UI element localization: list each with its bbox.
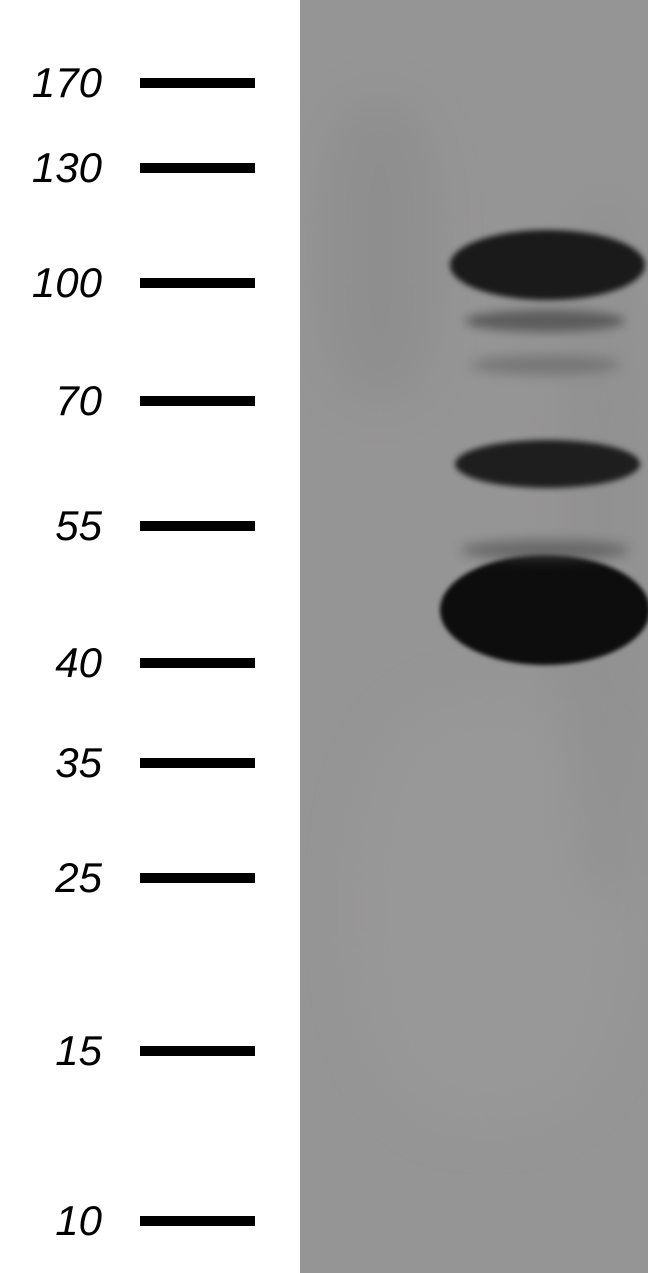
ladder-tick: [140, 758, 255, 768]
ladder-label: 25: [0, 854, 120, 902]
ladder-tick: [140, 278, 255, 288]
protein-band: [460, 540, 630, 560]
ladder-marker: 15: [0, 1027, 300, 1075]
ladder-marker: 40: [0, 639, 300, 687]
ladder-label: 130: [0, 144, 120, 192]
ladder-label: 15: [0, 1027, 120, 1075]
protein-band: [465, 310, 625, 332]
blot-membrane: [300, 0, 648, 1273]
membrane-shade: [320, 100, 440, 400]
ladder-label: 10: [0, 1197, 120, 1245]
ladder-marker: 55: [0, 502, 300, 550]
ladder-label: 40: [0, 639, 120, 687]
protein-band: [440, 555, 648, 665]
ladder-marker: 25: [0, 854, 300, 902]
ladder-tick: [140, 396, 255, 406]
ladder-marker: 70: [0, 377, 300, 425]
protein-band: [455, 440, 640, 488]
ladder-tick: [140, 873, 255, 883]
ladder-marker: 100: [0, 259, 300, 307]
ladder-label: 100: [0, 259, 120, 307]
ladder-marker: 130: [0, 144, 300, 192]
ladder-tick: [140, 521, 255, 531]
ladder-label: 70: [0, 377, 120, 425]
ladder-marker: 170: [0, 59, 300, 107]
ladder-label: 35: [0, 739, 120, 787]
ladder-tick: [140, 163, 255, 173]
ladder-label: 170: [0, 59, 120, 107]
ladder-tick: [140, 78, 255, 88]
molecular-weight-ladder: 170 130 100 70 55 40 35 25 15 10: [0, 0, 300, 1273]
ladder-tick: [140, 1216, 255, 1226]
protein-band: [470, 355, 620, 375]
protein-band: [450, 230, 645, 300]
ladder-tick: [140, 1046, 255, 1056]
ladder-label: 55: [0, 502, 120, 550]
ladder-marker: 10: [0, 1197, 300, 1245]
ladder-marker: 35: [0, 739, 300, 787]
ladder-tick: [140, 658, 255, 668]
